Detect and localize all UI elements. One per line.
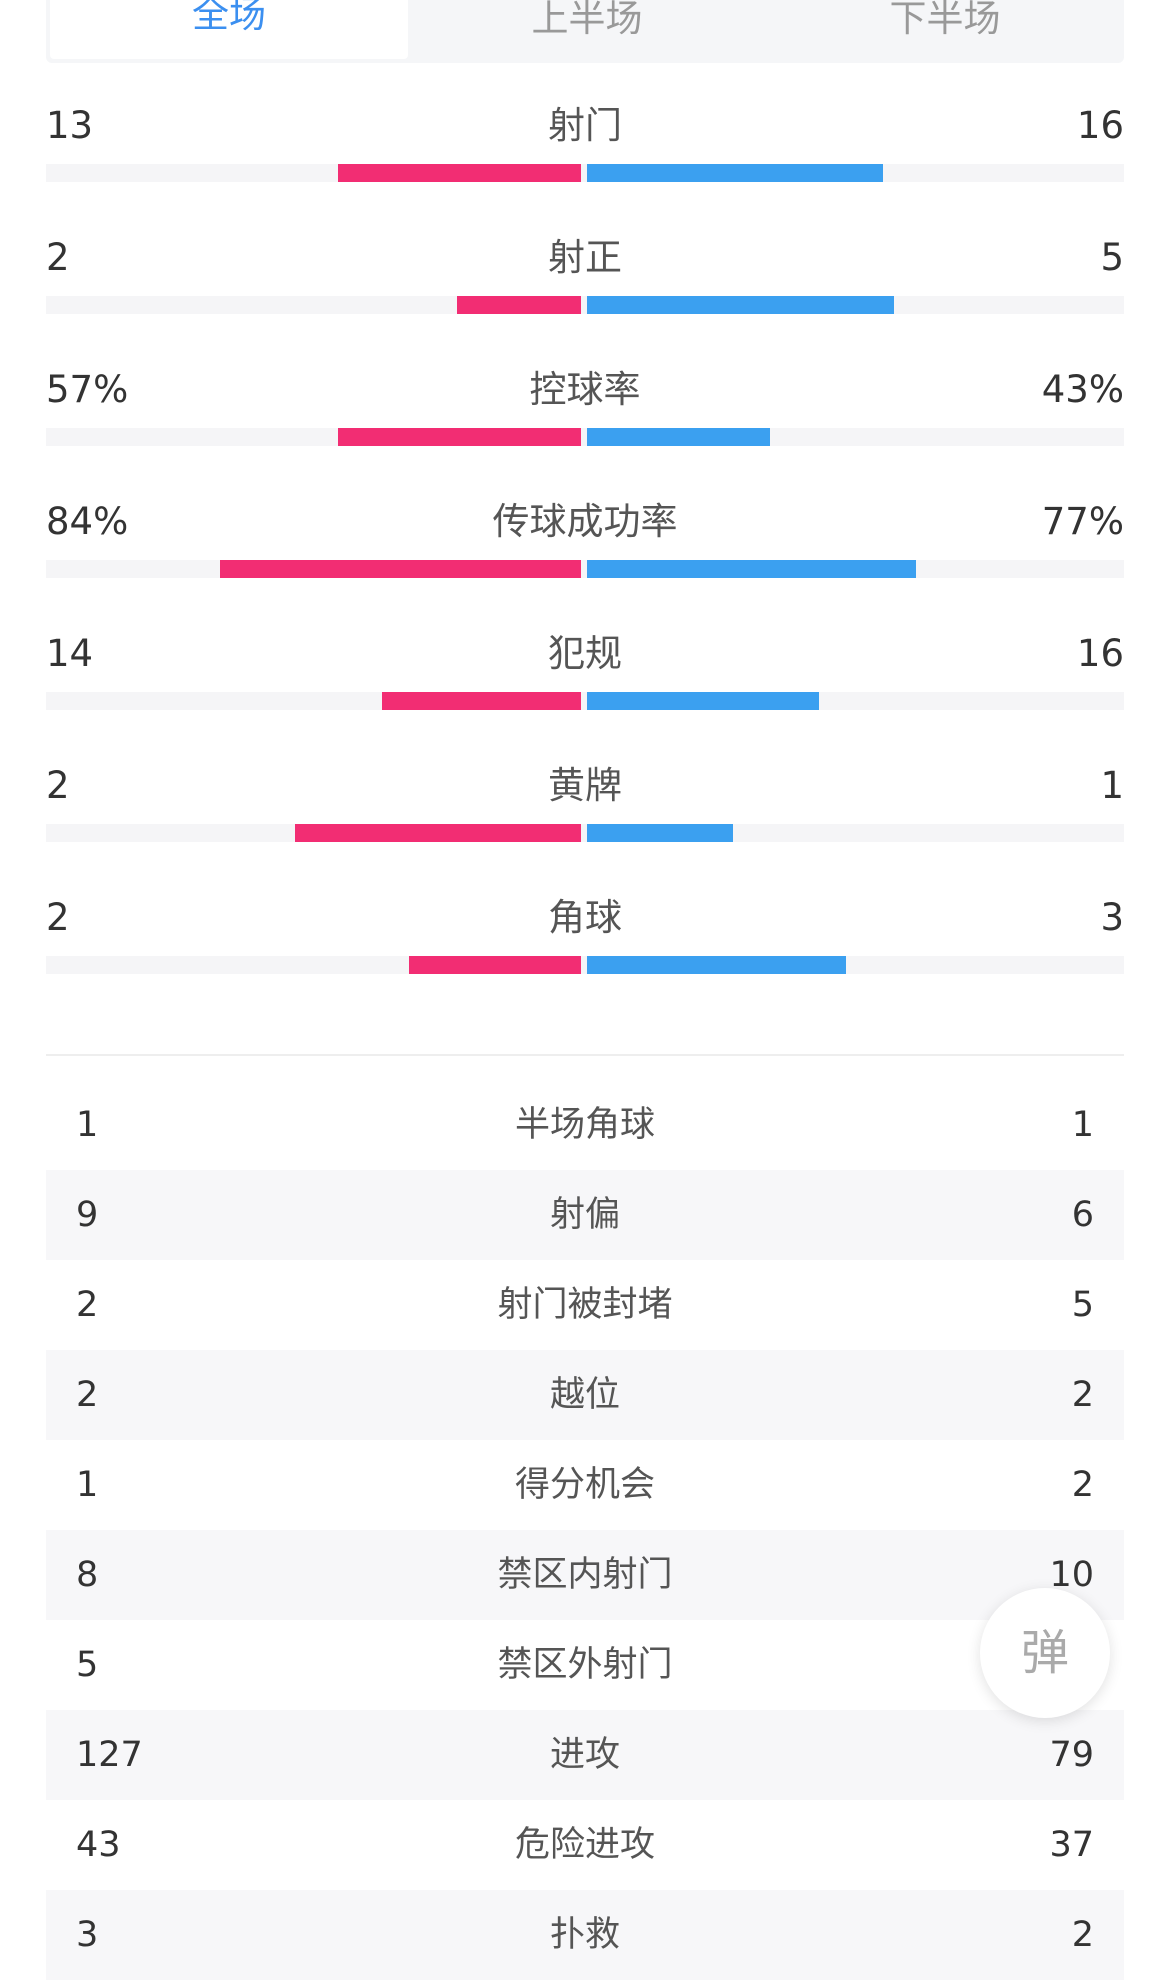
table-row: 1 得分机会 2: [46, 1440, 1124, 1530]
table-row: 9 射偏 6: [46, 1170, 1124, 1260]
stat-bar-track: [46, 296, 1124, 314]
home-bar: [220, 560, 581, 578]
table-row: 127 进攻 79: [46, 1710, 1124, 1800]
home-value: 2: [46, 764, 70, 807]
away-bar: [587, 428, 770, 446]
danmaku-button[interactable]: 弹: [980, 1588, 1110, 1718]
home-bar: [338, 164, 581, 182]
home-value: 2: [76, 1285, 99, 1325]
tab-first-half[interactable]: 上半场: [531, 0, 643, 40]
stat-label: 禁区外射门: [497, 1645, 673, 1685]
home-value: 1: [76, 1105, 99, 1145]
bar-stat-row: 57% 控球率 43%: [46, 368, 1124, 448]
away-value: 1: [1071, 1105, 1094, 1145]
away-value: 16: [1076, 104, 1124, 147]
bar-stat-row: 2 黄牌 1: [46, 764, 1124, 844]
away-bar: [587, 692, 819, 710]
stat-label: 传球成功率: [492, 500, 678, 543]
stat-bar-track: [46, 824, 1124, 842]
home-value: 9: [76, 1195, 99, 1235]
away-value: 37: [1049, 1825, 1094, 1865]
home-bar: [382, 692, 581, 710]
period-tabs: 全场 上半场 下半场: [46, 0, 1124, 63]
stat-bar-track: [46, 428, 1124, 446]
away-value: 6: [1071, 1195, 1094, 1235]
table-row: 3 扑救 2: [46, 1890, 1124, 1980]
table-row: 2 越位 2: [46, 1350, 1124, 1440]
stat-label: 射偏: [549, 1195, 620, 1235]
stat-label: 角球: [548, 896, 622, 939]
away-value: 2: [1071, 1465, 1094, 1505]
tab-second-half[interactable]: 下半场: [889, 0, 1001, 40]
stat-label: 危险进攻: [514, 1825, 655, 1865]
bar-stat-row: 2 角球 3: [46, 896, 1124, 976]
stat-label: 半场角球: [514, 1105, 655, 1145]
away-value: 77%: [1041, 500, 1124, 543]
home-bar: [338, 428, 581, 446]
home-bar: [295, 824, 581, 842]
away-bar: [587, 164, 883, 182]
home-value: 2: [46, 236, 70, 279]
away-bar: [587, 956, 846, 974]
home-value: 57%: [46, 368, 129, 411]
away-value: 3: [1100, 896, 1124, 939]
home-bar: [409, 956, 581, 974]
home-value: 2: [46, 896, 70, 939]
home-value: 1: [76, 1465, 99, 1505]
stat-bar-track: [46, 164, 1124, 182]
stat-label: 进攻: [549, 1735, 620, 1775]
stat-label: 犯规: [548, 632, 622, 675]
away-value: 1: [1100, 764, 1124, 807]
stat-bar-track: [46, 956, 1124, 974]
table-row: 1 半场角球 1: [46, 1080, 1124, 1170]
home-value: 8: [76, 1555, 99, 1595]
home-value: 84%: [46, 500, 129, 543]
stats-table: 1 半场角球 1 9 射偏 6 2 射门被封堵 5 2 越位 2 1 得分机会 2 8 禁区内射门 10 5 禁区外射…: [46, 1080, 1124, 1980]
stat-label: 越位: [549, 1375, 620, 1415]
away-value: 16: [1076, 632, 1124, 675]
stat-bar-track: [46, 692, 1124, 710]
away-bar: [587, 560, 916, 578]
table-row: 8 禁区内射门 10: [46, 1530, 1124, 1620]
away-value: 43%: [1041, 368, 1124, 411]
table-row: 43 危险进攻 37: [46, 1800, 1124, 1890]
home-value: 5: [76, 1645, 99, 1685]
section-divider: [46, 1054, 1124, 1056]
away-value: 2: [1071, 1375, 1094, 1415]
home-value: 13: [46, 104, 94, 147]
home-bar: [457, 296, 581, 314]
bar-stat-row: 14 犯规 16: [46, 632, 1124, 712]
away-bar: [587, 296, 894, 314]
stat-label: 射门被封堵: [497, 1285, 673, 1325]
away-value: 5: [1100, 236, 1124, 279]
stat-label: 黄牌: [548, 764, 622, 807]
away-value: 5: [1071, 1285, 1094, 1325]
home-value: 2: [76, 1375, 99, 1415]
home-value: 14: [46, 632, 94, 675]
home-value: 3: [76, 1915, 99, 1955]
tab-full-match[interactable]: 全场: [50, 0, 408, 59]
home-value: 127: [76, 1735, 143, 1775]
stat-label: 射正: [548, 236, 622, 279]
home-value: 43: [76, 1825, 121, 1865]
stat-label: 禁区内射门: [497, 1555, 673, 1595]
stat-label: 扑救: [549, 1915, 620, 1955]
away-value: 79: [1049, 1735, 1094, 1775]
stat-label: 得分机会: [514, 1465, 655, 1505]
stat-label: 控球率: [529, 368, 641, 411]
bar-stat-row: 13 射门 16: [46, 104, 1124, 184]
bar-stat-row: 84% 传球成功率 77%: [46, 500, 1124, 580]
away-value: 2: [1071, 1915, 1094, 1955]
stat-label: 射门: [548, 104, 622, 147]
stat-bar-track: [46, 560, 1124, 578]
bar-stat-row: 2 射正 5: [46, 236, 1124, 316]
table-row: 2 射门被封堵 5: [46, 1260, 1124, 1350]
table-row: 5 禁区外射门: [46, 1620, 1124, 1710]
away-bar: [587, 824, 733, 842]
